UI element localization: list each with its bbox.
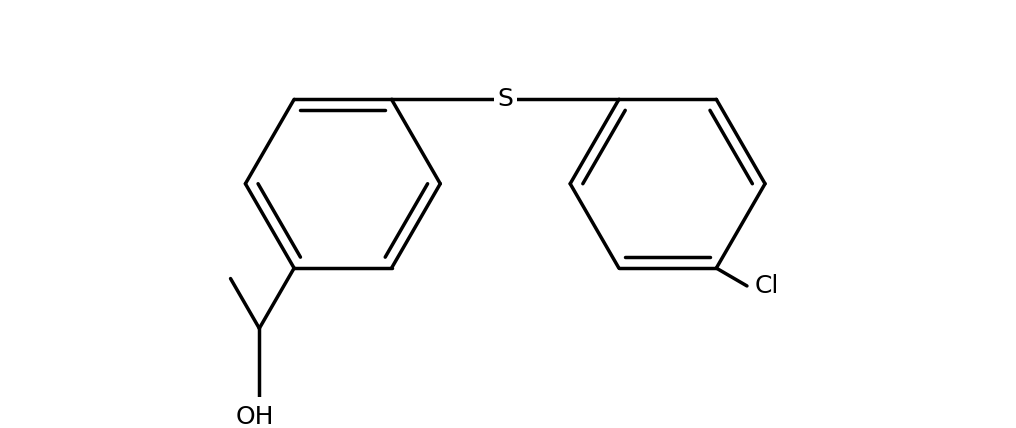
Text: OH: OH (236, 405, 274, 428)
Text: Cl: Cl (754, 274, 778, 298)
Text: S: S (497, 87, 513, 111)
